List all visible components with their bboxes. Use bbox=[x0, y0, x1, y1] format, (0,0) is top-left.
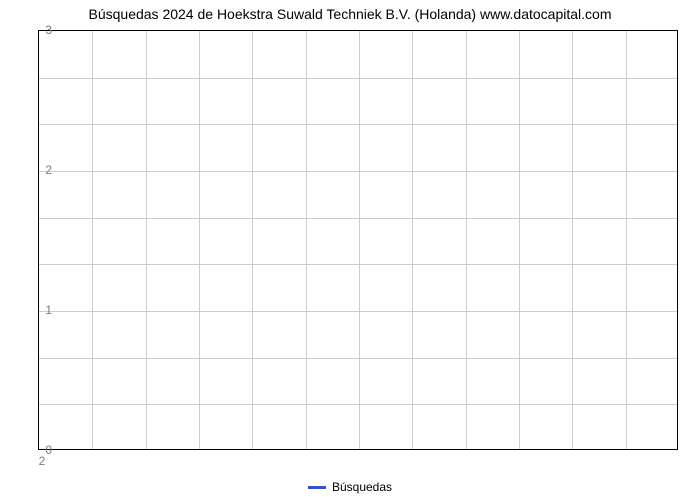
gridline-horizontal-minor bbox=[39, 124, 677, 125]
gridline-horizontal bbox=[39, 311, 677, 312]
plot-area bbox=[38, 30, 678, 450]
gridline-horizontal-minor bbox=[39, 358, 677, 359]
plot-wrap bbox=[38, 30, 678, 450]
legend-label: Búsquedas bbox=[332, 480, 392, 494]
gridline-vertical bbox=[412, 31, 413, 449]
gridline-vertical bbox=[252, 31, 253, 449]
gridline-horizontal-minor bbox=[39, 264, 677, 265]
gridline-vertical bbox=[466, 31, 467, 449]
gridline-vertical bbox=[199, 31, 200, 449]
gridline-vertical bbox=[572, 31, 573, 449]
chart-title: Búsquedas 2024 de Hoekstra Suwald Techni… bbox=[0, 0, 700, 26]
y-tick-label: 0 bbox=[45, 443, 52, 457]
y-tick-label: 2 bbox=[45, 163, 52, 177]
gridline-horizontal-minor bbox=[39, 78, 677, 79]
gridline-vertical bbox=[92, 31, 93, 449]
legend-swatch bbox=[308, 486, 326, 489]
x-tick-label: 2 bbox=[39, 454, 46, 468]
gridline-vertical bbox=[306, 31, 307, 449]
gridline-vertical bbox=[359, 31, 360, 449]
gridline-horizontal-minor bbox=[39, 404, 677, 405]
gridline-vertical bbox=[519, 31, 520, 449]
gridline-vertical bbox=[146, 31, 147, 449]
gridline-vertical bbox=[626, 31, 627, 449]
y-tick-label: 3 bbox=[45, 23, 52, 37]
gridline-horizontal bbox=[39, 171, 677, 172]
legend: Búsquedas bbox=[0, 480, 700, 494]
gridline-horizontal-minor bbox=[39, 218, 677, 219]
y-tick-label: 1 bbox=[45, 303, 52, 317]
